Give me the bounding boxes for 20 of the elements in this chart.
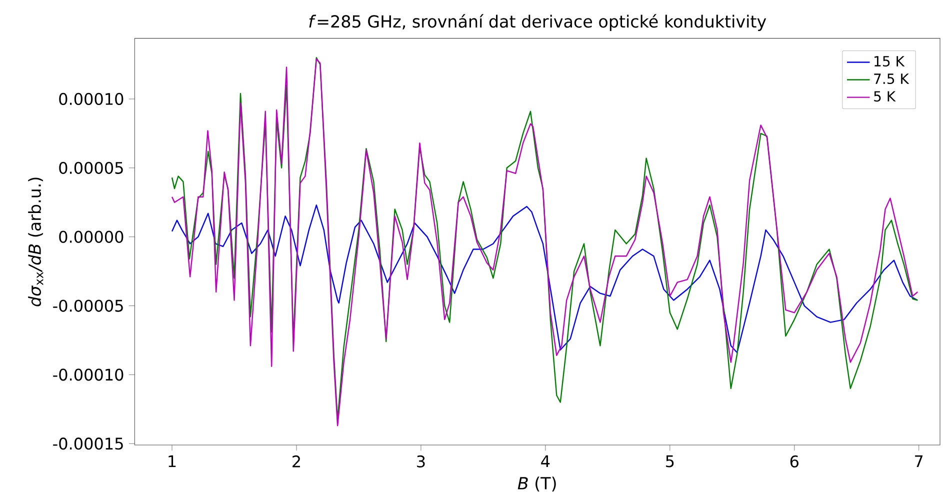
y-tick-label: 0.00010	[59, 92, 124, 106]
x-tick-label: 4	[541, 455, 550, 468]
x-axis-title: B (T)	[518, 476, 556, 492]
legend-label: 7.5 K	[874, 74, 910, 84]
y-tick-label: -0.00005	[53, 300, 123, 312]
x-tick-label: 2	[292, 455, 300, 468]
y-tick-label: -0.00010	[53, 368, 124, 381]
chart-title: f=285 GHz, srovnání dat derivace optické konduktivity	[309, 14, 766, 31]
legend-label: 15 K	[874, 56, 905, 67]
y-tick-label: 0.00005	[59, 162, 123, 174]
x-tick-label: 6	[790, 455, 798, 468]
y-tick-label: 0.00000	[59, 230, 124, 243]
x-tick-label: 3	[417, 455, 425, 468]
x-tick-label: 1	[168, 455, 176, 468]
line-series	[171, 204, 918, 354]
legend-label: 5 K	[874, 91, 896, 102]
x-tick-label: 7	[915, 455, 923, 468]
y-tick-label: -0.00015	[53, 438, 123, 450]
y-axis-title: dσ$_{xx}$/dB (arb.u.)	[28, 178, 44, 306]
x-tick-label: 5	[666, 455, 674, 468]
